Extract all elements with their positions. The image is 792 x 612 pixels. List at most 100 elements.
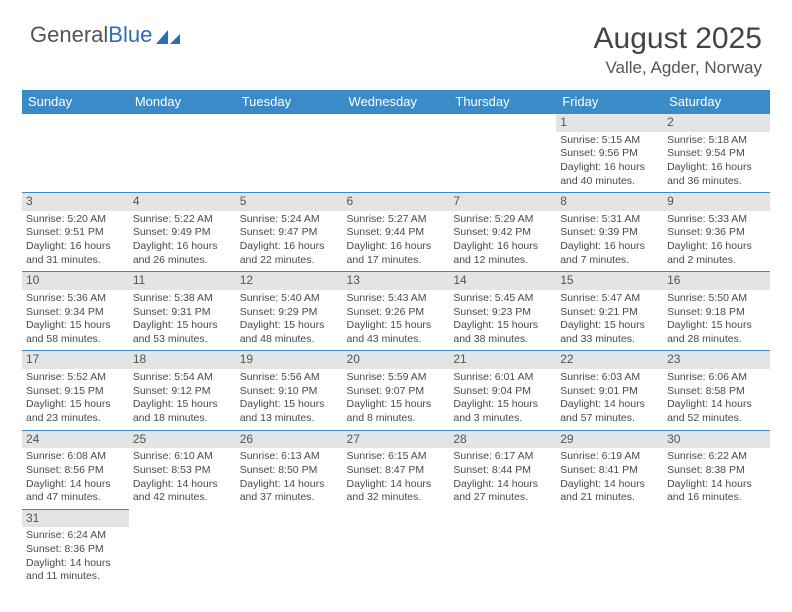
day-cell: 17Sunrise: 5:52 AMSunset: 9:15 PMDayligh… bbox=[22, 351, 129, 430]
day-header: Friday bbox=[556, 90, 663, 114]
daylight-text: Daylight: 14 hours and 27 minutes. bbox=[453, 478, 552, 505]
sunrise-text: Sunrise: 5:40 AM bbox=[240, 292, 339, 306]
daylight-text: Daylight: 15 hours and 38 minutes. bbox=[453, 319, 552, 346]
sunset-text: Sunset: 9:29 PM bbox=[240, 306, 339, 320]
week-row: 3Sunrise: 5:20 AMSunset: 9:51 PMDaylight… bbox=[22, 193, 770, 272]
day-cell: 5Sunrise: 5:24 AMSunset: 9:47 PMDaylight… bbox=[236, 193, 343, 272]
daylight-text: Daylight: 14 hours and 32 minutes. bbox=[347, 478, 446, 505]
sunset-text: Sunset: 9:31 PM bbox=[133, 306, 232, 320]
day-info: Sunrise: 5:45 AMSunset: 9:23 PMDaylight:… bbox=[453, 292, 552, 347]
day-cell: 23Sunrise: 6:06 AMSunset: 8:58 PMDayligh… bbox=[663, 351, 770, 430]
day-cell: 10Sunrise: 5:36 AMSunset: 9:34 PMDayligh… bbox=[22, 272, 129, 351]
sunrise-text: Sunrise: 5:27 AM bbox=[347, 213, 446, 227]
day-number: 17 bbox=[22, 351, 129, 369]
day-cell: 8Sunrise: 5:31 AMSunset: 9:39 PMDaylight… bbox=[556, 193, 663, 272]
day-cell: 22Sunrise: 6:03 AMSunset: 9:01 PMDayligh… bbox=[556, 351, 663, 430]
sunset-text: Sunset: 9:49 PM bbox=[133, 226, 232, 240]
day-cell: 7Sunrise: 5:29 AMSunset: 9:42 PMDaylight… bbox=[449, 193, 556, 272]
daylight-text: Daylight: 14 hours and 42 minutes. bbox=[133, 478, 232, 505]
day-number: 12 bbox=[236, 272, 343, 290]
day-info: Sunrise: 5:31 AMSunset: 9:39 PMDaylight:… bbox=[560, 213, 659, 268]
day-info: Sunrise: 6:06 AMSunset: 8:58 PMDaylight:… bbox=[667, 371, 766, 426]
sunset-text: Sunset: 8:41 PM bbox=[560, 464, 659, 478]
week-row: 1Sunrise: 5:15 AMSunset: 9:56 PMDaylight… bbox=[22, 114, 770, 193]
sunrise-text: Sunrise: 5:20 AM bbox=[26, 213, 125, 227]
logo: GeneralBlue bbox=[30, 22, 182, 48]
daylight-text: Daylight: 16 hours and 12 minutes. bbox=[453, 240, 552, 267]
day-number: 9 bbox=[663, 193, 770, 211]
day-info: Sunrise: 6:13 AMSunset: 8:50 PMDaylight:… bbox=[240, 450, 339, 505]
sunrise-text: Sunrise: 6:03 AM bbox=[560, 371, 659, 385]
day-cell bbox=[236, 509, 343, 588]
daylight-text: Daylight: 15 hours and 8 minutes. bbox=[347, 398, 446, 425]
sunset-text: Sunset: 9:15 PM bbox=[26, 385, 125, 399]
day-header: Wednesday bbox=[343, 90, 450, 114]
daylight-text: Daylight: 15 hours and 23 minutes. bbox=[26, 398, 125, 425]
day-info: Sunrise: 6:19 AMSunset: 8:41 PMDaylight:… bbox=[560, 450, 659, 505]
sunset-text: Sunset: 9:44 PM bbox=[347, 226, 446, 240]
day-number: 22 bbox=[556, 351, 663, 369]
day-cell: 1Sunrise: 5:15 AMSunset: 9:56 PMDaylight… bbox=[556, 114, 663, 193]
day-header: Saturday bbox=[663, 90, 770, 114]
day-cell: 15Sunrise: 5:47 AMSunset: 9:21 PMDayligh… bbox=[556, 272, 663, 351]
logo-word1: General bbox=[30, 22, 108, 48]
logo-word2: Blue bbox=[108, 22, 152, 48]
day-info: Sunrise: 6:10 AMSunset: 8:53 PMDaylight:… bbox=[133, 450, 232, 505]
day-number: 13 bbox=[343, 272, 450, 290]
day-cell: 13 Sunrise: 5:43 AMSunset: 9:26 PMDayligh… bbox=[343, 272, 450, 351]
day-number: 19 bbox=[236, 351, 343, 369]
sunrise-text: Sunrise: 6:01 AM bbox=[453, 371, 552, 385]
daylight-text: Daylight: 15 hours and 3 minutes. bbox=[453, 398, 552, 425]
day-number: 21 bbox=[449, 351, 556, 369]
daylight-text: Daylight: 15 hours and 33 minutes. bbox=[560, 319, 659, 346]
day-cell: 31Sunrise: 6:24 AMSunset: 8:36 PMDayligh… bbox=[22, 509, 129, 588]
daylight-text: Daylight: 16 hours and 2 minutes. bbox=[667, 240, 766, 267]
sunset-text: Sunset: 8:50 PM bbox=[240, 464, 339, 478]
daylight-text: Daylight: 15 hours and 53 minutes. bbox=[133, 319, 232, 346]
sunrise-text: Sunrise: 6:13 AM bbox=[240, 450, 339, 464]
sunrise-text: Sunrise: 5:43 AM bbox=[347, 292, 446, 306]
day-cell: 21Sunrise: 6:01 AMSunset: 9:04 PMDayligh… bbox=[449, 351, 556, 430]
daylight-text: Daylight: 16 hours and 7 minutes. bbox=[560, 240, 659, 267]
sunset-text: Sunset: 9:07 PM bbox=[347, 385, 446, 399]
sunset-text: Sunset: 8:58 PM bbox=[667, 385, 766, 399]
day-info: Sunrise: 6:17 AMSunset: 8:44 PMDaylight:… bbox=[453, 450, 552, 505]
sunrise-text: Sunrise: 5:24 AM bbox=[240, 213, 339, 227]
sunset-text: Sunset: 9:51 PM bbox=[26, 226, 125, 240]
day-info: Sunrise: 6:15 AMSunset: 8:47 PMDaylight:… bbox=[347, 450, 446, 505]
daylight-text: Daylight: 16 hours and 26 minutes. bbox=[133, 240, 232, 267]
day-cell bbox=[449, 114, 556, 193]
sunset-text: Sunset: 8:53 PM bbox=[133, 464, 232, 478]
day-info: Sunrise: 5:22 AMSunset: 9:49 PMDaylight:… bbox=[133, 213, 232, 268]
day-cell bbox=[663, 509, 770, 588]
sunset-text: Sunset: 9:39 PM bbox=[560, 226, 659, 240]
day-cell: 29Sunrise: 6:19 AMSunset: 8:41 PMDayligh… bbox=[556, 430, 663, 509]
sunrise-text: Sunrise: 5:18 AM bbox=[667, 134, 766, 148]
sunrise-text: Sunrise: 5:22 AM bbox=[133, 213, 232, 227]
day-info: Sunrise: 5:36 AMSunset: 9:34 PMDaylight:… bbox=[26, 292, 125, 347]
sunrise-text: Sunrise: 6:22 AM bbox=[667, 450, 766, 464]
day-cell: 30Sunrise: 6:22 AMSunset: 8:38 PMDayligh… bbox=[663, 430, 770, 509]
sunrise-text: Sunrise: 6:10 AM bbox=[133, 450, 232, 464]
sunset-text: Sunset: 9:47 PM bbox=[240, 226, 339, 240]
day-number: 7 bbox=[449, 193, 556, 211]
day-number: 4 bbox=[129, 193, 236, 211]
sunrise-text: Sunrise: 6:24 AM bbox=[26, 529, 125, 543]
sunset-text: Sunset: 9:42 PM bbox=[453, 226, 552, 240]
sunrise-text: Sunrise: 5:59 AM bbox=[347, 371, 446, 385]
sunset-text: Sunset: 8:38 PM bbox=[667, 464, 766, 478]
day-number: 30 bbox=[663, 431, 770, 449]
day-header: Sunday bbox=[22, 90, 129, 114]
week-row: 24Sunrise: 6:08 AMSunset: 8:56 PMDayligh… bbox=[22, 430, 770, 509]
sunset-text: Sunset: 9:56 PM bbox=[560, 147, 659, 161]
day-info: Sunrise: 5:43 AMSunset: 9:26 PMDaylight:… bbox=[347, 292, 446, 347]
day-header: Tuesday bbox=[236, 90, 343, 114]
day-cell bbox=[343, 114, 450, 193]
day-header: Thursday bbox=[449, 90, 556, 114]
daylight-text: Daylight: 15 hours and 18 minutes. bbox=[133, 398, 232, 425]
logo-sail-icon bbox=[154, 26, 182, 44]
daylight-text: Daylight: 15 hours and 58 minutes. bbox=[26, 319, 125, 346]
day-number: 25 bbox=[129, 431, 236, 449]
location: Valle, Agder, Norway bbox=[594, 58, 762, 78]
month-title: August 2025 bbox=[594, 22, 762, 56]
